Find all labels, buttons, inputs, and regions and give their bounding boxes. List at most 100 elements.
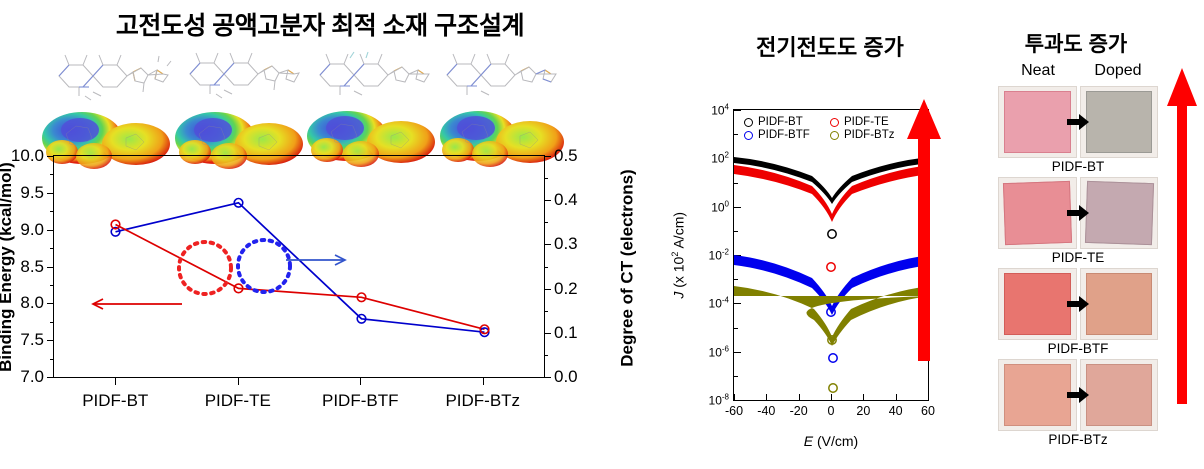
- jv-legend: PIDF-BT PIDF-TE PIDF-BTF PIDF-BTz: [744, 116, 924, 141]
- x-category-label-pidf-btf: PIDF-BTF: [322, 391, 399, 410]
- jv-x-label: 20: [856, 404, 871, 418]
- transmittance-panel: 투과도 증가 Neat Doped PIDF-BT: [990, 0, 1204, 469]
- conductivity-title: 전기전도도 증가: [756, 35, 904, 60]
- y2-tick-major: [544, 200, 551, 202]
- jv-y-label: 10-8: [708, 392, 729, 408]
- jv-y-tick-minor: [734, 134, 738, 136]
- right-arrow-icon: [1067, 114, 1089, 130]
- film-sample-rows: PIDF-BT PIDF-TE: [998, 86, 1158, 450]
- jv-x-label: -40: [757, 404, 776, 418]
- right-arrow-annotation: [286, 254, 347, 266]
- film-swatch: [1084, 180, 1154, 246]
- series-overlay: [91, 197, 490, 338]
- molecule-wireframe-pidf-bt: [45, 48, 173, 104]
- x-tick: [482, 377, 484, 385]
- y-tick-major: [47, 156, 54, 157]
- esp-surface-pidf-btz: [439, 104, 570, 178]
- jv-y-tick-major: [734, 351, 741, 353]
- jv-y-tick-minor: [734, 375, 738, 377]
- jv-x-label: 40: [888, 404, 903, 418]
- film-label: PIDF-BTF: [1047, 341, 1109, 356]
- film-swatch: [1004, 91, 1071, 153]
- molecule-wireframe-pidf-btz: [437, 48, 565, 104]
- transmittance-up-arrow-icon: [1167, 68, 1197, 404]
- film-neat-pidf-bt: [998, 86, 1077, 158]
- esp-surface-pidf-btf: [307, 104, 437, 178]
- jv-y-label: 104: [711, 102, 729, 118]
- jv-x-label: -60: [724, 404, 744, 418]
- jv-y-tick-minor: [734, 279, 738, 281]
- legend-item-pidf-te: PIDF-TE: [830, 116, 916, 128]
- legend-item-pidf-bt: PIDF-BT: [744, 116, 830, 128]
- film-swatch: [1004, 273, 1071, 335]
- film-pair: [998, 86, 1158, 158]
- legend-marker-circle-icon: [744, 130, 753, 140]
- left-y-axis-title-text: Binding Energy (kcal/mol): [0, 161, 16, 372]
- jv-y-tick-major: [734, 110, 741, 111]
- film-swatch: [1085, 91, 1152, 153]
- x-tick: [237, 377, 239, 385]
- y2-tick-label: 0.5: [554, 146, 578, 165]
- blue-annotation-circle: [236, 238, 292, 294]
- y-tick-label: 8.0: [20, 293, 44, 313]
- y2-tick-major: [544, 377, 551, 378]
- binding-energy-markers: [110, 219, 490, 335]
- right-arrow-icon: [1067, 205, 1089, 221]
- legend-label: PIDF-BTF: [758, 129, 810, 141]
- film-row-pidf-bt: PIDF-BT: [998, 86, 1158, 174]
- conductivity-y-axis-title-text: J (x 102 A/cm): [669, 211, 687, 299]
- red-annotation-circle: [177, 240, 233, 296]
- y-tick-major: [47, 377, 54, 378]
- film-doped-pidf-te: [1079, 177, 1158, 249]
- y2-tick-major: [544, 244, 551, 246]
- jv-x-axis-title: E (V/cm): [803, 433, 859, 449]
- film-pair: [998, 359, 1158, 431]
- y-tick-label: 9.5: [20, 182, 44, 202]
- column-header-neat: Neat: [1021, 62, 1055, 79]
- y-tick-major: [47, 229, 54, 231]
- y2-tick-label: 0.4: [554, 190, 578, 210]
- page-title: 고전도성 공액고분자 최적 소재 구조설계: [115, 12, 525, 40]
- degree-of-ct-line: [115, 201, 485, 334]
- film-column-headers: Neat Doped: [998, 62, 1158, 80]
- jv-y-label: 100: [711, 199, 729, 215]
- jv-y-tick-major: [734, 206, 741, 208]
- molecule-wireframe-pidf-btf: [306, 48, 434, 104]
- legend-label: PIDF-BTz: [844, 129, 895, 141]
- right-y-axis-title-text: Degree of CT (electrons): [618, 168, 637, 367]
- y2-tick-label: 0.0: [554, 367, 578, 386]
- film-row-pidf-te: PIDF-TE: [998, 177, 1158, 265]
- film-swatch: [1002, 180, 1072, 246]
- y-tick-label: 8.5: [20, 256, 44, 276]
- binding-energy-plot: 10.0 9.5 9.0 8.5 8.0 7.5 7.0 0.5 0.4 0.3…: [11, 146, 578, 410]
- jv-x-tick: [928, 394, 929, 400]
- film-pair: [998, 268, 1158, 340]
- jv-curve-pidf-te: [734, 165, 930, 222]
- y2-tick-minor: [544, 310, 548, 312]
- film-row-pidf-btz: PIDF-BTz: [998, 359, 1158, 447]
- y-tick-minor: [50, 174, 54, 176]
- transmittance-title: 투과도 증가: [1024, 33, 1128, 56]
- y-tick-minor: [50, 211, 54, 213]
- film-swatch: [1085, 364, 1152, 426]
- left-y-axis-title: Binding Energy (kcal/mol): [0, 155, 18, 378]
- film-label: PIDF-BTz: [1048, 432, 1108, 447]
- legend-marker-circle-icon: [744, 117, 753, 127]
- legend-label: PIDF-BT: [758, 116, 803, 128]
- y2-tick-major: [544, 288, 551, 290]
- molecular-structure-row: [45, 48, 565, 104]
- jv-x-label: -20: [789, 404, 808, 418]
- x-tick: [360, 377, 362, 385]
- y-tick-label: 9.0: [20, 219, 44, 239]
- film-row-pidf-btf: PIDF-BTF: [998, 268, 1158, 356]
- film-neat-pidf-btf: [998, 268, 1077, 340]
- y-tick-major: [47, 192, 54, 194]
- jv-y-tick-major: [734, 303, 741, 305]
- film-label: PIDF-TE: [1051, 250, 1105, 265]
- legend-label: PIDF-TE: [844, 116, 889, 128]
- y2-tick-label: 0.2: [554, 278, 578, 298]
- film-doped-pidf-btz: [1079, 359, 1158, 431]
- binding-energy-panel: 고전도성 공액고분자 최적 소재 구조설계: [0, 12, 637, 410]
- column-header-doped: Doped: [1094, 62, 1142, 79]
- jv-x-tick: [831, 394, 832, 400]
